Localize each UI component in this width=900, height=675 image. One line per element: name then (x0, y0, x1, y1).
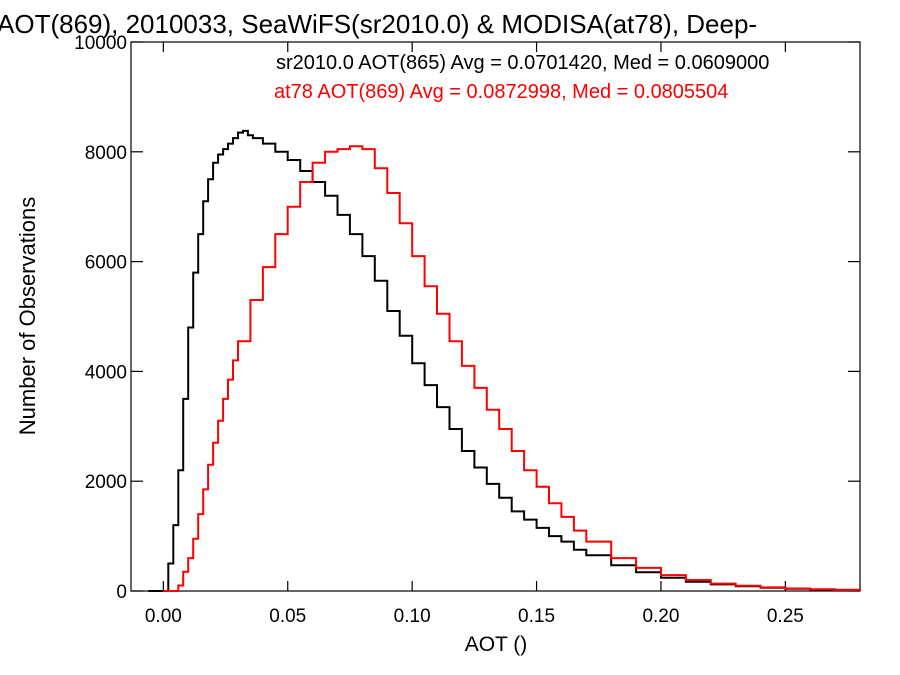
x-axis-label: AOT () (465, 633, 528, 656)
y-tick-label-4: 8000 (85, 143, 127, 164)
y-tick-label-3: 6000 (85, 253, 127, 274)
x-tick-label-3: 0.15 (518, 606, 555, 627)
x-tick-label-0: 0.00 (145, 606, 182, 627)
plot-frame (130, 41, 861, 592)
y-tick-label-2: 4000 (85, 362, 127, 383)
x-tick-label-2: 0.10 (394, 606, 431, 627)
x-tick-label-4: 0.20 (642, 606, 679, 627)
y-tick-label-5: 10000 (74, 33, 127, 54)
annotation-black-series-stats: sr2010.0 AOT(865) Avg = 0.0701420, Med =… (276, 52, 769, 74)
y-tick-label-1: 2000 (85, 472, 127, 493)
annotation-red-series-stats: at78 AOT(869) Avg = 0.0872998, Med = 0.0… (274, 81, 728, 103)
y-tick-label-0: 0 (116, 582, 127, 603)
series-line-1 (163, 145, 861, 592)
chart-title: AOT(869), 2010033, SeaWiFS(sr2010.0) & M… (0, 9, 757, 39)
y-axis-label: Number of Observations (15, 197, 40, 435)
x-tick-label-5: 0.25 (767, 606, 804, 627)
series-line-0 (148, 129, 861, 592)
x-tick-label-1: 0.05 (269, 606, 306, 627)
